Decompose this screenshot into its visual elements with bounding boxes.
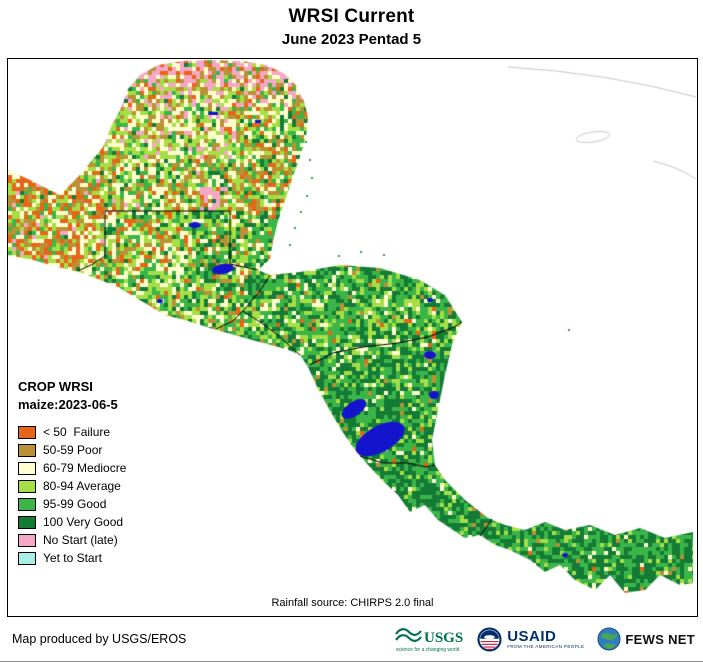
usaid-tagline: FROM THE AMERICAN PEOPLE xyxy=(507,644,585,649)
legend-subtitle: maize:2023-06-5 xyxy=(18,397,118,412)
legend-swatch xyxy=(18,533,36,547)
legend-swatch xyxy=(18,497,36,511)
legend-item: 60-79 Mediocre xyxy=(18,459,178,477)
legend-item-label: < 50 Failure xyxy=(43,425,111,439)
legend-item-label: 100 Very Good xyxy=(43,515,124,529)
map-frame: CROP WRSI maize:2023-06-5 < 50 Failure 50… xyxy=(7,58,698,617)
legend-swatch xyxy=(18,425,36,439)
usaid-logo: USAID FROM THE AMERICAN PEOPLE xyxy=(476,626,584,653)
legend-swatch xyxy=(18,515,36,529)
footer: Map produced by USGS/EROS USGS science f… xyxy=(0,617,703,661)
legend-item: 80-94 Average xyxy=(18,477,178,495)
page-title: WRSI Current xyxy=(288,6,415,27)
page-subtitle: June 2023 Pentad 5 xyxy=(281,31,422,48)
legend-item-label: 60-79 Mediocre xyxy=(43,461,127,475)
wrsi-raster-map xyxy=(8,59,697,616)
legend-items: < 50 Failure 50-59 Poor 60-79 Mediocre 80-9… xyxy=(18,423,178,567)
legend-item-label: No Start (late) xyxy=(43,533,118,547)
legend-swatch xyxy=(18,461,36,475)
map-credit: Map produced by USGS/EROS xyxy=(12,632,187,646)
legend-item: < 50 Failure xyxy=(18,423,178,441)
rainfall-source-note: Rainfall source: CHIRPS 2.0 final xyxy=(271,597,434,609)
usgs-wordmark: USGS xyxy=(424,630,463,646)
usgs-tagline: science for a changing world xyxy=(396,647,460,653)
legend-item-label: 50-59 Poor xyxy=(43,443,103,457)
logo-strip: USGS science for a changing world USAID xyxy=(393,624,695,654)
map-legend: CROP WRSI maize:2023-06-5 < 50 Failure 50… xyxy=(18,379,178,567)
legend-item-label: Yet to Start xyxy=(43,551,102,565)
legend-item: 95-99 Good xyxy=(18,495,178,513)
fewsnet-globe-icon xyxy=(597,627,621,651)
fewsnet-logo: FEWS NET xyxy=(597,627,695,651)
legend-item-label: 95-99 Good xyxy=(43,497,107,511)
legend-swatch xyxy=(18,551,36,565)
fewsnet-wordmark: FEWS NET xyxy=(625,631,695,647)
legend-item: No Start (late) xyxy=(18,531,178,549)
legend-item: 50-59 Poor xyxy=(18,441,178,459)
legend-title: CROP WRSI xyxy=(18,379,93,394)
usgs-logo: USGS science for a changing world xyxy=(393,624,463,654)
legend-item-label: 80-94 Average xyxy=(43,479,121,493)
legend-swatch xyxy=(18,443,36,457)
legend-swatch xyxy=(18,479,36,493)
usgs-wave-icon: USGS science for a changing world xyxy=(395,628,463,653)
usaid-seal-icon xyxy=(477,626,502,652)
legend-item: 100 Very Good xyxy=(18,513,178,531)
legend-item: Yet to Start xyxy=(18,549,178,567)
usaid-wordmark: USAID xyxy=(507,628,557,645)
